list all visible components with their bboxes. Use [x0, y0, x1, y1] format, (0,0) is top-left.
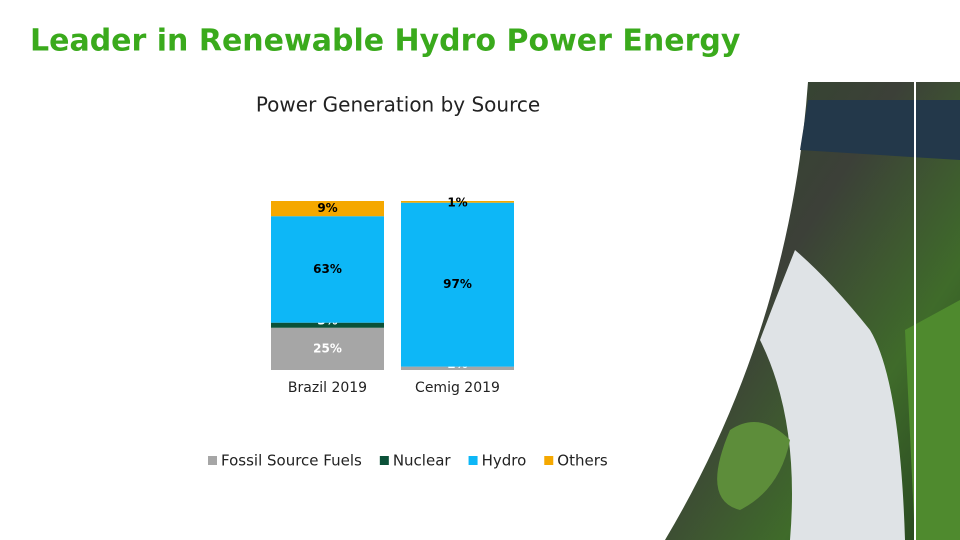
- legend-label: Fossil Source Fuels: [221, 452, 362, 470]
- legend: Fossil Source Fuels Nuclear Hydro Others: [208, 452, 608, 470]
- bar-segment: [271, 322, 384, 328]
- x-tick-label: Cemig 2019: [415, 380, 500, 396]
- x-tick-label: Brazil 2019: [288, 380, 367, 396]
- legend-swatch: [544, 456, 554, 465]
- slide-title: Leader in Renewable Hydro Power Energy: [30, 24, 741, 59]
- bar-segment: [401, 201, 514, 203]
- legend-swatch: [468, 456, 478, 465]
- legend-swatch: [379, 456, 389, 465]
- legend-swatch: [208, 456, 217, 465]
- legend-label: Hydro: [482, 452, 527, 470]
- photo-decoration: [665, 82, 960, 540]
- legend-label: Others: [557, 452, 608, 470]
- bar-segment: [271, 216, 384, 323]
- data-label: 9%: [317, 201, 337, 215]
- chart-title: Power Generation by Source: [256, 93, 540, 117]
- bar-segment: [271, 327, 384, 370]
- bar-segment: [271, 201, 384, 217]
- bar-segment: [401, 202, 514, 367]
- legend-label: Nuclear: [393, 452, 452, 470]
- data-label: 1%: [447, 195, 467, 209]
- data-label: 63%: [313, 262, 342, 276]
- data-label: 97%: [443, 277, 472, 291]
- plot: 25%3%63%9%Brazil 20192%97%1%Cemig 2019: [271, 195, 514, 396]
- bar-segment: [401, 366, 514, 370]
- data-label: 25%: [313, 341, 342, 355]
